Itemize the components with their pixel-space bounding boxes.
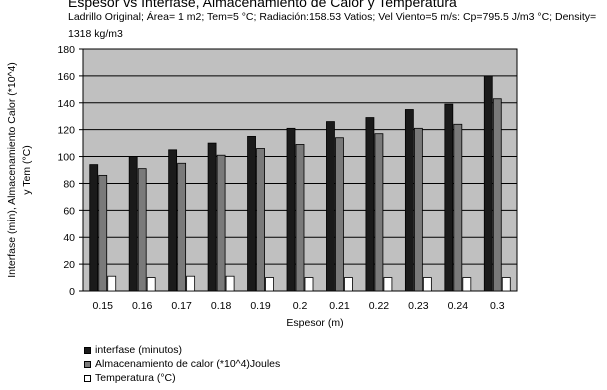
bar-almacenamiento bbox=[98, 174, 108, 292]
x-axis-label: Espesor (m) bbox=[286, 317, 344, 329]
x-tick-label: 0.19 bbox=[250, 300, 271, 312]
legend-swatch-almacenamiento bbox=[84, 360, 91, 368]
chart-subtitle: Ladrillo Original; Área= 1 m2; Tem=5 °C;… bbox=[68, 11, 597, 40]
bar-temperatura bbox=[146, 277, 156, 292]
x-tick-label: 0.2 bbox=[293, 300, 308, 312]
x-tick-label: 0.21 bbox=[329, 300, 350, 312]
bar-temperatura bbox=[304, 277, 314, 292]
y-axis-label-line1: Interfase (min), Almacenamiento Calor (*… bbox=[6, 62, 18, 278]
x-tick-label: 0.24 bbox=[448, 300, 469, 312]
bar-interfase bbox=[286, 127, 296, 292]
bar-temperatura bbox=[501, 277, 511, 292]
legend-swatch-temperatura bbox=[84, 374, 91, 382]
bar-interfase bbox=[89, 164, 99, 292]
bar-interfase bbox=[128, 156, 138, 292]
bar-temperatura bbox=[422, 277, 432, 292]
x-tick-label: 0.3 bbox=[490, 300, 505, 312]
y-tick-label: 100 bbox=[57, 152, 75, 164]
bar-temperatura bbox=[344, 277, 353, 292]
bar-temperatura bbox=[186, 275, 196, 292]
bar-interfase bbox=[404, 109, 414, 292]
bar-almacenamiento bbox=[256, 148, 265, 292]
legend-label-temperatura: Temperatura (°C) bbox=[95, 372, 176, 384]
legend-item: interfase (minutos) bbox=[84, 343, 280, 357]
y-tick-label: 80 bbox=[63, 178, 75, 190]
y-tick-label: 40 bbox=[63, 232, 75, 244]
bar-temperatura bbox=[225, 275, 235, 292]
bar-almacenamiento bbox=[216, 154, 226, 292]
y-tick-label: 120 bbox=[57, 125, 75, 137]
y-tick-label: 0 bbox=[69, 286, 75, 298]
legend-swatch-interfase bbox=[84, 346, 91, 354]
bar-interfase bbox=[483, 75, 493, 292]
legend-item: Almacenamiento de calor (*10^4)Joules bbox=[84, 357, 280, 371]
y-tick-label: 60 bbox=[63, 205, 75, 217]
legend-label-almacenamiento: Almacenamiento de calor (*10^4)Joules bbox=[95, 358, 281, 370]
bar-almacenamiento bbox=[413, 127, 423, 292]
bar-temperatura bbox=[107, 275, 117, 292]
x-tick-label: 0.23 bbox=[408, 300, 429, 312]
bar-almacenamiento bbox=[177, 162, 187, 292]
x-tick-label: 0.22 bbox=[369, 300, 390, 312]
bar-almacenamiento bbox=[295, 144, 305, 292]
bar-interfase bbox=[247, 135, 256, 292]
bar-interfase bbox=[365, 117, 375, 292]
y-axis-label-line2: y Tem (°C) bbox=[21, 145, 33, 195]
bar-interfase bbox=[326, 121, 335, 292]
x-tick-label: 0.17 bbox=[171, 300, 192, 312]
legend-item: Temperatura (°C) bbox=[84, 371, 280, 385]
bar-almacenamiento bbox=[492, 98, 502, 292]
bar-almacenamiento bbox=[374, 133, 384, 292]
y-tick-label: 20 bbox=[63, 259, 75, 271]
x-tick-label: 0.18 bbox=[211, 300, 232, 312]
x-tick-label: 0.15 bbox=[93, 300, 114, 312]
bar-almacenamiento bbox=[137, 168, 147, 292]
legend: interfase (minutos) Almacenamiento de ca… bbox=[84, 343, 280, 385]
bar-interfase bbox=[168, 149, 178, 292]
bar-temperatura bbox=[462, 277, 472, 292]
bar-interfase bbox=[444, 103, 454, 292]
bar-almacenamiento bbox=[335, 137, 344, 292]
y-tick-label: 140 bbox=[57, 98, 75, 110]
bar-temperatura bbox=[383, 277, 393, 292]
bar-almacenamiento bbox=[453, 123, 463, 292]
bar-interfase bbox=[207, 142, 217, 292]
chart-title: Espesor vs Interfase, Almacenamiento de … bbox=[68, 0, 457, 10]
y-tick-label: 160 bbox=[57, 71, 75, 83]
legend-label-interfase: interfase (minutos) bbox=[95, 344, 182, 356]
y-axis-label: Interfase (min), Almacenamiento Calor (*… bbox=[2, 40, 46, 300]
x-tick-label: 0.16 bbox=[132, 300, 153, 312]
bar-temperatura bbox=[265, 277, 274, 292]
y-tick-label: 180 bbox=[57, 44, 75, 56]
